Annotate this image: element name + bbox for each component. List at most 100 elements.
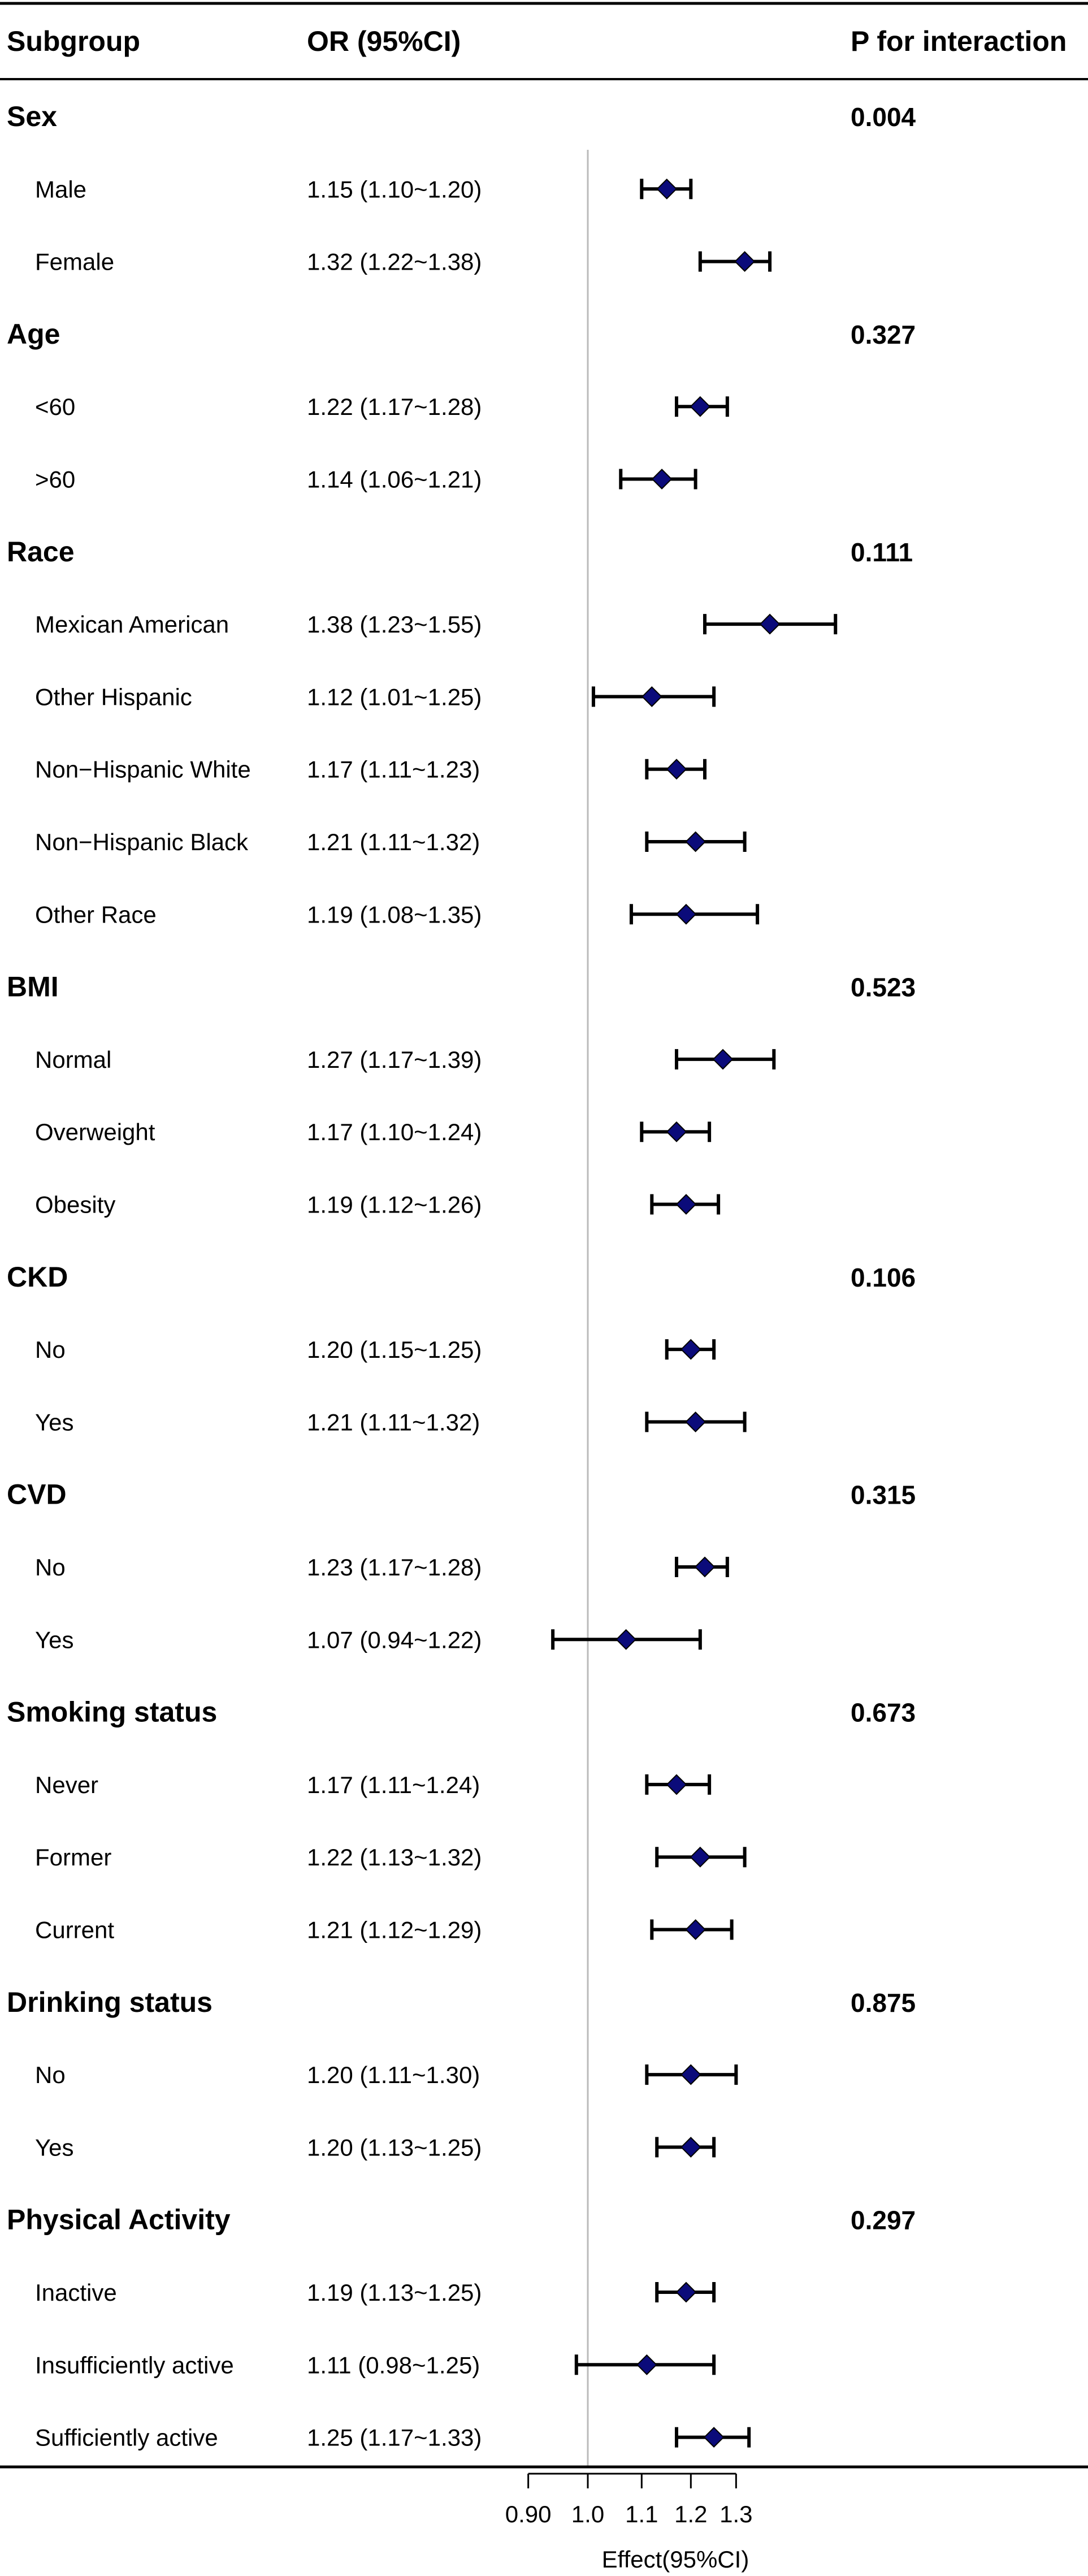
subgroup-row: Male 1.15 (1.10~1.20) — [35, 176, 693, 202]
or-ci-text: 1.21 (1.11~1.32) — [307, 829, 480, 855]
subgroup-label: Other Hispanic — [35, 683, 192, 710]
or-ci-text: 1.32 (1.22~1.38) — [307, 249, 482, 275]
or-ci-text: 1.38 (1.23~1.55) — [307, 611, 482, 638]
subgroup-row: Yes 1.21 (1.11~1.32) — [35, 1409, 747, 1435]
p-value: 0.111 — [851, 538, 913, 567]
subgroup-label: >60 — [35, 466, 75, 493]
or-ci-text: 1.19 (1.13~1.25) — [307, 2279, 482, 2306]
subgroup-row: Yes 1.20 (1.13~1.25) — [35, 2134, 716, 2161]
subgroup-label: Current — [35, 1917, 114, 1943]
or-ci-text: 1.23 (1.17~1.28) — [307, 1554, 482, 1581]
subgroup-row: Non−Hispanic Black 1.21 (1.11~1.32) — [35, 829, 747, 855]
estimate-point — [734, 251, 756, 272]
subgroup-row: No 1.20 (1.15~1.25) — [35, 1336, 716, 1363]
group-label: Physical Activity — [7, 2204, 231, 2236]
or-ci-text: 1.17 (1.11~1.24) — [307, 1772, 480, 1798]
or-ci-text: 1.20 (1.13~1.25) — [307, 2134, 482, 2161]
subgroup-row: Never 1.17 (1.11~1.24) — [35, 1772, 712, 1798]
subgroup-label: Sufficiently active — [35, 2425, 218, 2451]
or-ci-text: 1.14 (1.06~1.21) — [307, 466, 482, 493]
subgroup-label: Former — [35, 1844, 111, 1871]
header-or: OR (95%CI) — [307, 25, 461, 57]
subgroup-row: >60 1.14 (1.06~1.21) — [35, 466, 697, 493]
subgroup-row: Non−Hispanic White 1.17 (1.11~1.23) — [35, 756, 707, 783]
group-label: Age — [7, 318, 60, 350]
estimate-point — [703, 2427, 725, 2448]
group-label: Smoking status — [7, 1696, 217, 1728]
subgroup-label: Other Race — [35, 901, 157, 928]
estimate-point — [675, 2281, 697, 2303]
group-label: CKD — [7, 1261, 68, 1293]
subgroup-label: Male — [35, 176, 86, 202]
or-ci-text: 1.07 (0.94~1.22) — [307, 1626, 482, 1653]
x-tick-label: 1.3 — [719, 2501, 752, 2527]
group-row: Race 0.111 — [7, 536, 913, 568]
estimate-point — [690, 1846, 711, 1868]
subgroup-row: Current 1.21 (1.12~1.29) — [35, 1917, 734, 1943]
subgroup-label: Non−Hispanic Black — [35, 829, 249, 855]
subgroup-label: Never — [35, 1772, 98, 1798]
subgroup-label: No — [35, 1554, 66, 1581]
group-row: CKD 0.106 — [7, 1261, 916, 1293]
or-ci-text: 1.20 (1.15~1.25) — [307, 1336, 482, 1363]
group-label: Sex — [7, 101, 57, 132]
estimate-point — [680, 2136, 701, 2158]
subgroup-label: Insufficiently active — [35, 2352, 234, 2378]
subgroup-label: No — [35, 1336, 66, 1363]
group-row: Sex 0.004 — [7, 101, 916, 132]
estimate-point — [666, 759, 687, 780]
estimate-point — [675, 903, 697, 925]
p-value: 0.875 — [851, 1988, 916, 2017]
subgroup-row: Former 1.22 (1.13~1.32) — [35, 1844, 747, 1871]
or-ci-text: 1.15 (1.10~1.20) — [307, 176, 482, 202]
or-ci-text: 1.25 (1.17~1.33) — [307, 2425, 482, 2451]
p-value: 0.315 — [851, 1480, 916, 1510]
subgroup-row: Normal 1.27 (1.17~1.39) — [35, 1046, 776, 1073]
group-row: Physical Activity 0.297 — [7, 2204, 916, 2236]
estimate-point — [685, 1411, 706, 1432]
estimate-point — [690, 396, 711, 417]
subgroup-row: Mexican American 1.38 (1.23~1.55) — [35, 611, 838, 638]
subgroup-row: Insufficiently active 1.11 (0.98~1.25) — [35, 2352, 716, 2378]
group-row: Age 0.327 — [7, 318, 916, 350]
subgroup-label: Non−Hispanic White — [35, 756, 251, 783]
or-ci-text: 1.19 (1.12~1.26) — [307, 1192, 482, 1218]
group-row: BMI 0.523 — [7, 971, 916, 1003]
subgroup-row: Yes 1.07 (0.94~1.22) — [35, 1626, 702, 1653]
x-axis: 0.90 1.0 1.1 1.2 1.3 — [505, 2473, 753, 2527]
subgroup-label: Yes — [35, 1626, 74, 1653]
p-value: 0.297 — [851, 2206, 916, 2235]
or-ci-text: 1.17 (1.11~1.23) — [307, 756, 480, 783]
header-subgroup: Subgroup — [7, 25, 140, 57]
subgroup-row: <60 1.22 (1.17~1.28) — [35, 393, 729, 420]
or-ci-text: 1.27 (1.17~1.39) — [307, 1046, 482, 1073]
or-ci-text: 1.22 (1.13~1.32) — [307, 1844, 482, 1871]
subgroup-label: Yes — [35, 1409, 74, 1435]
subgroup-label: No — [35, 2062, 66, 2088]
estimate-point — [675, 1194, 697, 1215]
subgroup-label: Female — [35, 249, 114, 275]
p-value: 0.004 — [851, 102, 916, 132]
subgroup-row: Inactive 1.19 (1.13~1.25) — [35, 2279, 716, 2306]
group-row: Smoking status 0.673 — [7, 1696, 916, 1728]
subgroup-row: Female 1.32 (1.22~1.38) — [35, 249, 772, 275]
or-ci-text: 1.22 (1.17~1.28) — [307, 393, 482, 420]
subgroup-row: Other Hispanic 1.12 (1.01~1.25) — [35, 683, 716, 710]
subgroup-row: Sufficiently active 1.25 (1.17~1.33) — [35, 2425, 751, 2451]
subgroup-label: Obesity — [35, 1192, 115, 1218]
or-ci-text: 1.17 (1.10~1.24) — [307, 1119, 482, 1145]
p-value: 0.106 — [851, 1263, 916, 1292]
estimate-point — [680, 1339, 701, 1360]
estimate-point — [656, 178, 678, 200]
group-row: Drinking status 0.875 — [7, 1986, 916, 2018]
subgroup-row: No 1.23 (1.17~1.28) — [35, 1554, 729, 1581]
estimate-point — [666, 1774, 687, 1795]
estimate-point — [666, 1121, 687, 1142]
subgroup-label: <60 — [35, 393, 75, 420]
estimate-point — [712, 1049, 734, 1070]
subgroup-row: Obesity 1.19 (1.12~1.26) — [35, 1192, 721, 1218]
estimate-point — [759, 613, 781, 635]
x-axis-label: Effect(95%CI) — [602, 2546, 749, 2573]
rows: Sex 0.004 Male 1.15 (1.10~1.20) Female 1.32 (… — [7, 101, 916, 2451]
